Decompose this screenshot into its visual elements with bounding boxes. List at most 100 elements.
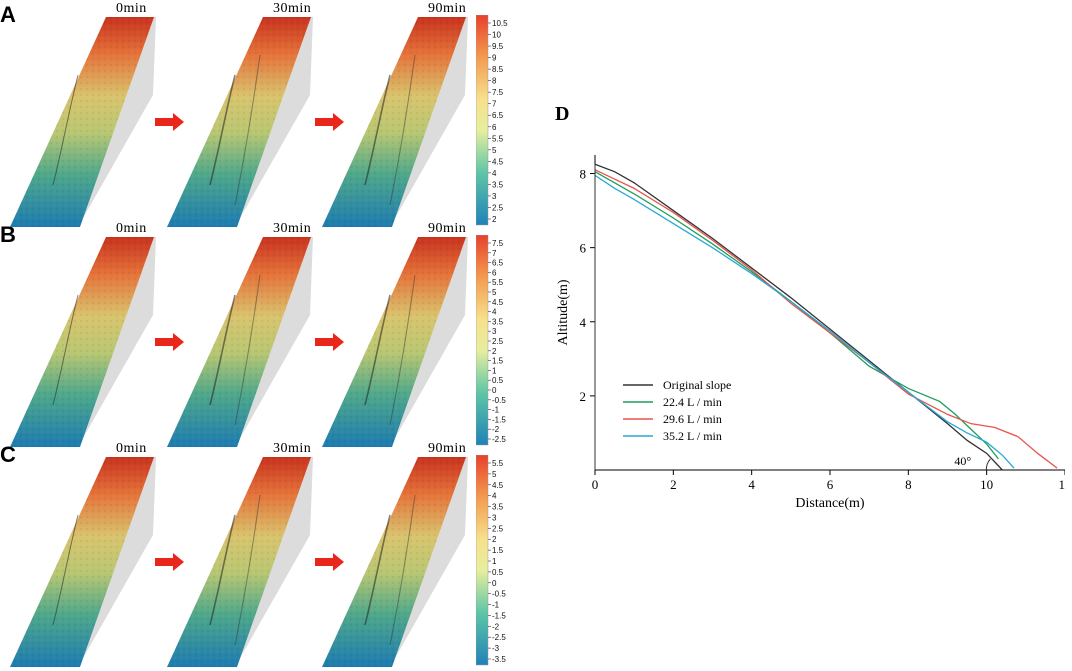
gully-line — [209, 514, 236, 626]
colorbar-tick-label: 6.5 — [492, 111, 504, 120]
colorbar-tick-label: 7 — [492, 249, 497, 258]
colorbar-tick-label: 10 — [492, 31, 501, 40]
colorbar-tick-label: 1.5 — [492, 546, 504, 555]
colorbar-tick-label: 0.5 — [492, 376, 504, 385]
colorbar-tick-label: 3.5 — [492, 180, 504, 189]
arrow-shape — [315, 113, 344, 131]
colorbar-tick-label: 2 — [492, 347, 497, 356]
time-label: 0min — [116, 221, 147, 236]
colorbar-tick-label: 8 — [492, 77, 497, 86]
y-tick-label: 4 — [580, 315, 587, 330]
colorbar-tick-label: -1 — [492, 406, 500, 415]
colorbar-tick-label: 6 — [492, 268, 497, 277]
y-axis-label: Altitude(m) — [556, 279, 571, 345]
colorbar-tick-label: 6 — [492, 123, 497, 132]
x-tick-label: 2 — [670, 477, 677, 492]
panel-label-d: D — [555, 103, 569, 125]
colorbar-tick-label: 5.5 — [492, 278, 504, 287]
angle-label: 40° — [954, 454, 971, 468]
colorbar-tick-label: -3 — [492, 644, 500, 653]
gully-line — [364, 74, 391, 186]
arrow-shape — [315, 333, 344, 351]
dem-texture — [167, 457, 311, 667]
colorbar-tick-label: 6.5 — [492, 259, 504, 268]
dem-strip-a-0 — [10, 17, 156, 227]
panel-label-c: C — [0, 442, 16, 467]
gully-line — [209, 294, 236, 406]
colorbar-tick-label: -1.5 — [492, 611, 506, 620]
dem-texture — [322, 457, 466, 667]
dem-texture — [10, 17, 154, 227]
gully-line — [52, 294, 79, 406]
colorbar-tick-label: 5.5 — [492, 459, 504, 468]
colorbar-tick-label: 8.5 — [492, 65, 504, 74]
arrow-right-icon — [155, 333, 184, 351]
colorbar-tick-label: -2.5 — [492, 633, 506, 642]
time-label: 90min — [428, 441, 467, 456]
x-tick-label: 0 — [592, 477, 599, 492]
colorbar-c: 5.5 5 4.5 4 3.53 2.5 2 1.5 1 0.5 0 -0.5 -1-1.5 -2 -2.5… — [476, 455, 506, 666]
x-tick-label: 6 — [827, 477, 834, 492]
y-tick-label: 2 — [580, 389, 587, 404]
dem-strip-c-1 — [167, 457, 313, 667]
colorbar-tick-label: -2.5 — [492, 435, 506, 444]
colorbar-tick-label: -2 — [492, 622, 500, 631]
colorbar-tick-label: 3.5 — [492, 317, 504, 326]
dem-strip-b-0 — [10, 237, 156, 447]
arrow-shape — [315, 553, 344, 571]
colorbar-tick-label: 7.5 — [492, 88, 504, 97]
colorbar-tick-label: 7.5 — [492, 239, 504, 248]
time-label: 30min — [273, 441, 312, 456]
colorbar-b: 7.576.565.554.543.532.521.510.50-0.5-1-1… — [476, 235, 506, 446]
dem-texture — [322, 237, 466, 447]
dem-texture — [10, 237, 154, 447]
time-label: 90min — [428, 1, 467, 16]
colorbar-tick-label: -0.5 — [492, 396, 506, 405]
arrow-right-icon — [315, 113, 344, 131]
time-label: 30min — [273, 221, 312, 236]
colorbar-tick-label: 5 — [492, 288, 497, 297]
dem-texture — [322, 17, 466, 227]
colorbar-tick-label: -3.5 — [492, 655, 506, 664]
gully-line — [209, 74, 236, 186]
gully-line — [364, 294, 391, 406]
colorbar-tick-label: -1 — [492, 601, 500, 610]
arrow-shape — [155, 333, 184, 351]
colorbar-tick-label: 4 — [492, 492, 497, 501]
arrow-right-icon — [155, 553, 184, 571]
colorbar-tick-label: 5.5 — [492, 134, 504, 143]
gully-line — [389, 54, 416, 206]
colorbar-tick-label: 2.5 — [492, 203, 504, 212]
gully-line — [389, 494, 416, 646]
x-tick-label: 4 — [748, 477, 755, 492]
colorbar-tick-label: 5 — [492, 470, 497, 479]
colorbar-tick-label: 2 — [492, 215, 497, 224]
dem-texture — [167, 237, 311, 447]
colorbar-tick-label: 0 — [492, 579, 497, 588]
y-tick-label: 8 — [580, 167, 587, 182]
colorbar-tick-label: 4 — [492, 308, 497, 317]
series-line-3 — [594, 174, 1015, 469]
dem-strip-c-2 — [322, 457, 468, 667]
x-tick-label: 10 — [980, 477, 993, 492]
gully-line — [364, 514, 391, 626]
colorbar-tick-label: 9.5 — [492, 42, 504, 51]
time-label: 0min — [116, 441, 147, 456]
colorbar-tick-label: -0.5 — [492, 590, 506, 599]
arrow-right-icon — [315, 333, 344, 351]
dem-strip-b-1 — [167, 237, 313, 447]
colorbar-tick-label: 3 — [492, 513, 497, 522]
gully-line — [234, 54, 261, 206]
x-tick-label: 12 — [1059, 477, 1066, 492]
x-axis-label: Distance(m) — [795, 496, 865, 511]
colorbar-tick-label: 4.5 — [492, 157, 504, 166]
time-label: 0min — [116, 1, 147, 16]
colorbar-tick-label: 3 — [492, 327, 497, 336]
colorbar-ramp — [476, 455, 489, 666]
dem-texture — [10, 457, 154, 667]
dem-strip-b-2 — [322, 237, 468, 447]
dem-strip-a-2 — [322, 17, 468, 227]
colorbar-tick-label: 2.5 — [492, 337, 504, 346]
panel-label-b: B — [0, 222, 16, 247]
colorbar-tick-label: 1 — [492, 366, 497, 375]
